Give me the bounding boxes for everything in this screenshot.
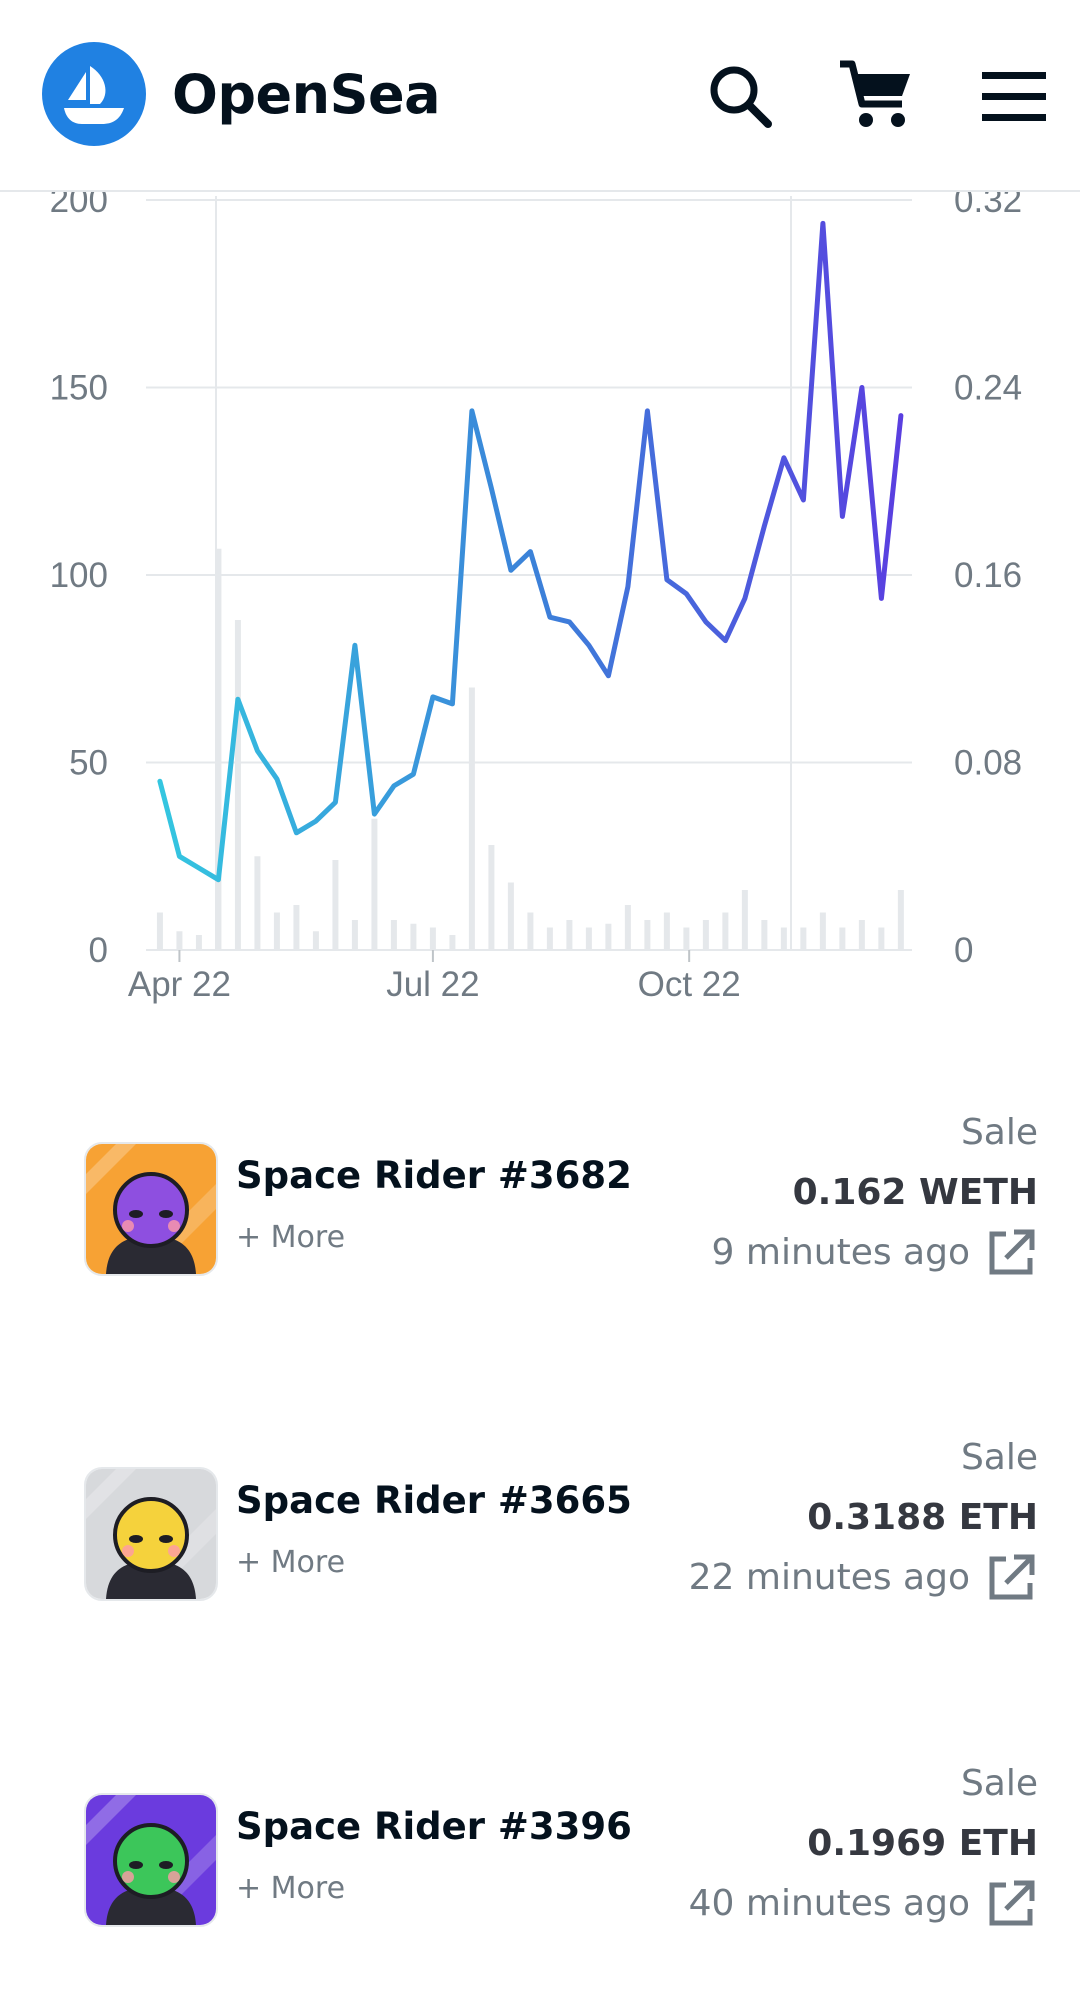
- y-left-tick-label: 200: [50, 192, 108, 220]
- top-nav-bar: OpenSea: [0, 0, 1080, 192]
- external-link-icon[interactable]: [984, 1226, 1038, 1280]
- nft-name[interactable]: Space Rider #3665: [236, 1479, 632, 1522]
- volume-bar: [644, 920, 651, 950]
- sale-time[interactable]: 22 minutes ago: [688, 1557, 970, 1598]
- volume-bar: [527, 912, 534, 950]
- sale-price: 0.3188 ETH: [807, 1497, 1038, 1538]
- sale-time[interactable]: 40 minutes ago: [688, 1883, 970, 1924]
- volume-bar: [312, 931, 319, 950]
- volume-bar: [702, 920, 709, 950]
- volume-bar: [839, 927, 846, 950]
- brand-name[interactable]: OpenSea: [172, 63, 441, 126]
- volume-bar: [507, 882, 514, 950]
- volume-bar: [722, 912, 729, 950]
- price-history-chart: 0 0 50 0.08 100 0.16 150 0.24 200 0.32 Apr 22 Jul 2…: [50, 192, 1023, 1004]
- nft-thumbnail[interactable]: [84, 1142, 218, 1276]
- nft-name[interactable]: Space Rider #3682: [236, 1154, 632, 1197]
- sale-list-item[interactable]: Space Rider #3396 + More Sale 0.1969 ETH…: [0, 1763, 1080, 1993]
- volume-bar: [858, 920, 865, 950]
- nft-name[interactable]: Space Rider #3396: [236, 1805, 632, 1848]
- menu-icon[interactable]: [980, 56, 1060, 136]
- search-icon[interactable]: [700, 56, 780, 136]
- more-link[interactable]: + More: [236, 1220, 346, 1255]
- volume-bar: [566, 920, 573, 950]
- nft-thumbnail[interactable]: [84, 1793, 218, 1927]
- volume-bar: [351, 920, 358, 950]
- y-right-tick-label: 0: [954, 931, 973, 970]
- volume-bar: [449, 935, 456, 950]
- sale-list-item[interactable]: Space Rider #3665 + More Sale 0.3188 ETH…: [0, 1437, 1080, 1667]
- sale-price: 0.162 WETH: [792, 1172, 1038, 1213]
- volume-bar: [897, 890, 904, 950]
- volume-bar: [546, 927, 553, 950]
- volume-bar: [156, 912, 163, 950]
- volume-bar: [429, 927, 436, 950]
- cart-icon[interactable]: [836, 56, 916, 136]
- x-tick-label: Jul 22: [386, 965, 479, 1004]
- volume-bar: [410, 923, 417, 950]
- event-type: Sale: [960, 1112, 1038, 1153]
- ship-icon: [64, 66, 124, 124]
- y-right-tick-label: 0.32: [954, 192, 1022, 220]
- volume-bar: [819, 912, 826, 950]
- y-left-tick-label: 150: [50, 369, 108, 408]
- y-right-tick-label: 0.16: [954, 556, 1022, 595]
- external-link-icon[interactable]: [984, 1877, 1038, 1931]
- y-left-tick-label: 100: [50, 556, 108, 595]
- nft-thumbnail[interactable]: [84, 1467, 218, 1601]
- volume-bar: [741, 890, 748, 950]
- volume-bar: [390, 920, 397, 950]
- more-link[interactable]: + More: [236, 1545, 346, 1580]
- volume-bar: [254, 856, 261, 950]
- x-tick-label: Oct 22: [638, 965, 741, 1004]
- volume-bar: [371, 818, 378, 950]
- volume-bar: [234, 620, 241, 950]
- sale-list-item[interactable]: Space Rider #3682 + More Sale 0.162 WETH…: [0, 1112, 1080, 1342]
- volume-bar: [800, 927, 807, 950]
- volume-bar: [663, 912, 670, 950]
- external-link-icon[interactable]: [984, 1551, 1038, 1605]
- sale-price: 0.1969 ETH: [807, 1823, 1038, 1864]
- volume-bar: [195, 935, 202, 950]
- volume-bar: [624, 905, 631, 950]
- volume-bar: [683, 927, 690, 950]
- event-type: Sale: [960, 1763, 1038, 1804]
- volume-bar: [780, 927, 787, 950]
- volume-bar: [468, 687, 475, 950]
- x-tick-label: Apr 22: [128, 965, 231, 1004]
- sale-time[interactable]: 9 minutes ago: [711, 1232, 970, 1273]
- y-right-tick-label: 0.24: [954, 369, 1022, 408]
- y-left-tick-label: 0: [89, 931, 108, 970]
- event-type: Sale: [960, 1437, 1038, 1478]
- y-right-tick-label: 0.08: [954, 744, 1022, 783]
- volume-bar: [273, 912, 280, 950]
- volume-bar: [761, 920, 768, 950]
- opensea-logo[interactable]: [42, 42, 146, 146]
- volume-bar: [488, 845, 495, 950]
- more-link[interactable]: + More: [236, 1871, 346, 1906]
- volume-bar: [332, 860, 339, 950]
- volume-bar: [878, 927, 885, 950]
- volume-bar: [176, 931, 183, 950]
- volume-bar: [585, 927, 592, 950]
- price-line: [157, 220, 904, 883]
- volume-bar: [293, 905, 300, 950]
- y-left-tick-label: 50: [69, 744, 108, 783]
- volume-bar: [215, 548, 222, 950]
- volume-bar: [605, 923, 612, 950]
